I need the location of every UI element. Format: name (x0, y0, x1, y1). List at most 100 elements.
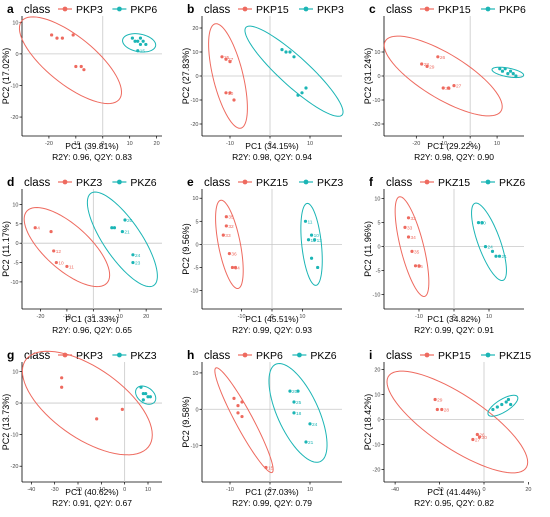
data-point (123, 218, 127, 222)
point-label: 12 (311, 238, 317, 244)
data-point (221, 233, 225, 237)
data-point (138, 42, 143, 47)
confidence-ellipse-pkz6 (86, 191, 158, 288)
point-label: 36 (231, 252, 237, 258)
y-tick-label: 10 (12, 20, 18, 26)
point-label: 15 (140, 49, 146, 55)
point-label: 33 (407, 225, 413, 231)
panel-letter: i (369, 348, 372, 362)
point-label: 33 (225, 233, 231, 239)
legend: class PKP15 PKP3 (204, 4, 344, 16)
point-label: 27 (228, 57, 234, 63)
data-point (232, 98, 236, 102)
x-tick-label: -20 (412, 141, 420, 147)
x-tick-label: 10 (299, 314, 305, 320)
data-point (55, 36, 59, 40)
legend-key-dot (303, 179, 309, 185)
x-tick-label: 0 (482, 487, 485, 493)
data-point (227, 252, 231, 256)
legend-title: class (204, 177, 230, 189)
data-point (110, 226, 114, 230)
data-point (435, 407, 439, 412)
data-point (141, 398, 145, 402)
point-label: 28 (444, 408, 450, 414)
legend-key-dot (242, 179, 248, 185)
data-point (224, 215, 228, 219)
data-point (284, 50, 288, 54)
data-point (50, 33, 54, 37)
x-axis-title: PC1 (29.22%) (427, 141, 481, 151)
point-label: 30 (482, 435, 488, 441)
data-point (452, 84, 456, 88)
data-point (131, 260, 135, 265)
confidence-ellipse-pkz15 (215, 199, 244, 290)
data-point (60, 36, 64, 40)
data-point (74, 64, 78, 69)
data-point (144, 391, 148, 396)
x-tick-label: -10 (226, 487, 234, 493)
data-point (280, 48, 284, 52)
confidence-ellipse-pkp3 (21, 350, 153, 456)
confidence-ellipse-pkz6 (471, 202, 507, 282)
point-label: 27 (456, 84, 462, 90)
y-tick-label: -10 (11, 433, 19, 439)
data-point (233, 265, 238, 270)
y-tick-label: 10 (192, 50, 198, 56)
x-tick-label: 0 (270, 314, 273, 320)
data-point (136, 49, 140, 53)
chart-panel-d: d class PKZ3 PKZ6 -20 -10 0 10 20 -10 -5 0 5 10 4 12 10 1… (1, 175, 162, 335)
point-label: 36 (418, 264, 424, 270)
x-tick-label: 0 (452, 314, 455, 320)
data-point (264, 465, 268, 470)
y-tick-label: 0 (195, 407, 198, 413)
data-point (136, 39, 140, 43)
data-point (292, 411, 296, 415)
data-point (141, 39, 145, 43)
point-label: 20 (481, 221, 487, 227)
y-tick-label: 0 (195, 74, 198, 80)
data-point (433, 397, 437, 402)
legend-key-dot (485, 179, 491, 185)
legend-label: PKZ3 (130, 350, 156, 362)
y-tick-label: 20 (374, 368, 380, 374)
data-point (33, 226, 37, 230)
data-point (483, 245, 488, 249)
chart-panel-a: a class PKP3 PKP6 -20 -10 0 10 20 -20 -10 0 10 15 PC1 … (1, 2, 162, 162)
data-point (504, 400, 508, 404)
data-point (224, 224, 228, 228)
data-point (228, 91, 232, 95)
stats-text: R2Y: 0.96, Q2Y: 0.65 (52, 325, 132, 335)
stats-text: R2Y: 0.99, Q2Y: 0.93 (232, 325, 312, 335)
data-point (309, 233, 314, 237)
data-point (309, 256, 314, 260)
point-label: 25 (296, 400, 302, 406)
legend-key-dot (242, 352, 248, 358)
y-axis-title: PC2 (27.83%) (181, 48, 191, 105)
point-label: 34 (411, 235, 417, 241)
x-tick-label: -10 (415, 314, 423, 320)
data-point (410, 249, 414, 253)
y-tick-label: 10 (374, 197, 380, 203)
x-tick-label: 10 (127, 141, 133, 147)
confidence-ellipse-pkz3 (135, 385, 157, 405)
legend: class PKZ15 PKZ3 (204, 177, 343, 189)
confidence-ellipse-pkz3 (300, 202, 323, 286)
point-label: 23 (135, 261, 141, 267)
y-tick-label: 10 (192, 371, 198, 377)
data-point (406, 235, 411, 239)
data-point (95, 417, 99, 421)
point-label: 10 (314, 233, 320, 239)
legend-label: PKP6 (256, 350, 283, 362)
x-tick-label: -10 (63, 314, 71, 320)
y-tick-label: 5 (15, 222, 18, 228)
data-point (477, 435, 482, 439)
legend: class PKZ15 PKZ6 (386, 177, 525, 189)
point-label: 20 (127, 218, 133, 224)
x-axis-title: PC1 (45.51%) (245, 314, 299, 324)
x-tick-label: -40 (391, 487, 399, 493)
data-point (79, 64, 83, 69)
stats-text: R2Y: 0.98, Q2Y: 0.94 (232, 152, 312, 162)
y-tick-label: 0 (377, 74, 380, 80)
data-point (130, 36, 134, 40)
